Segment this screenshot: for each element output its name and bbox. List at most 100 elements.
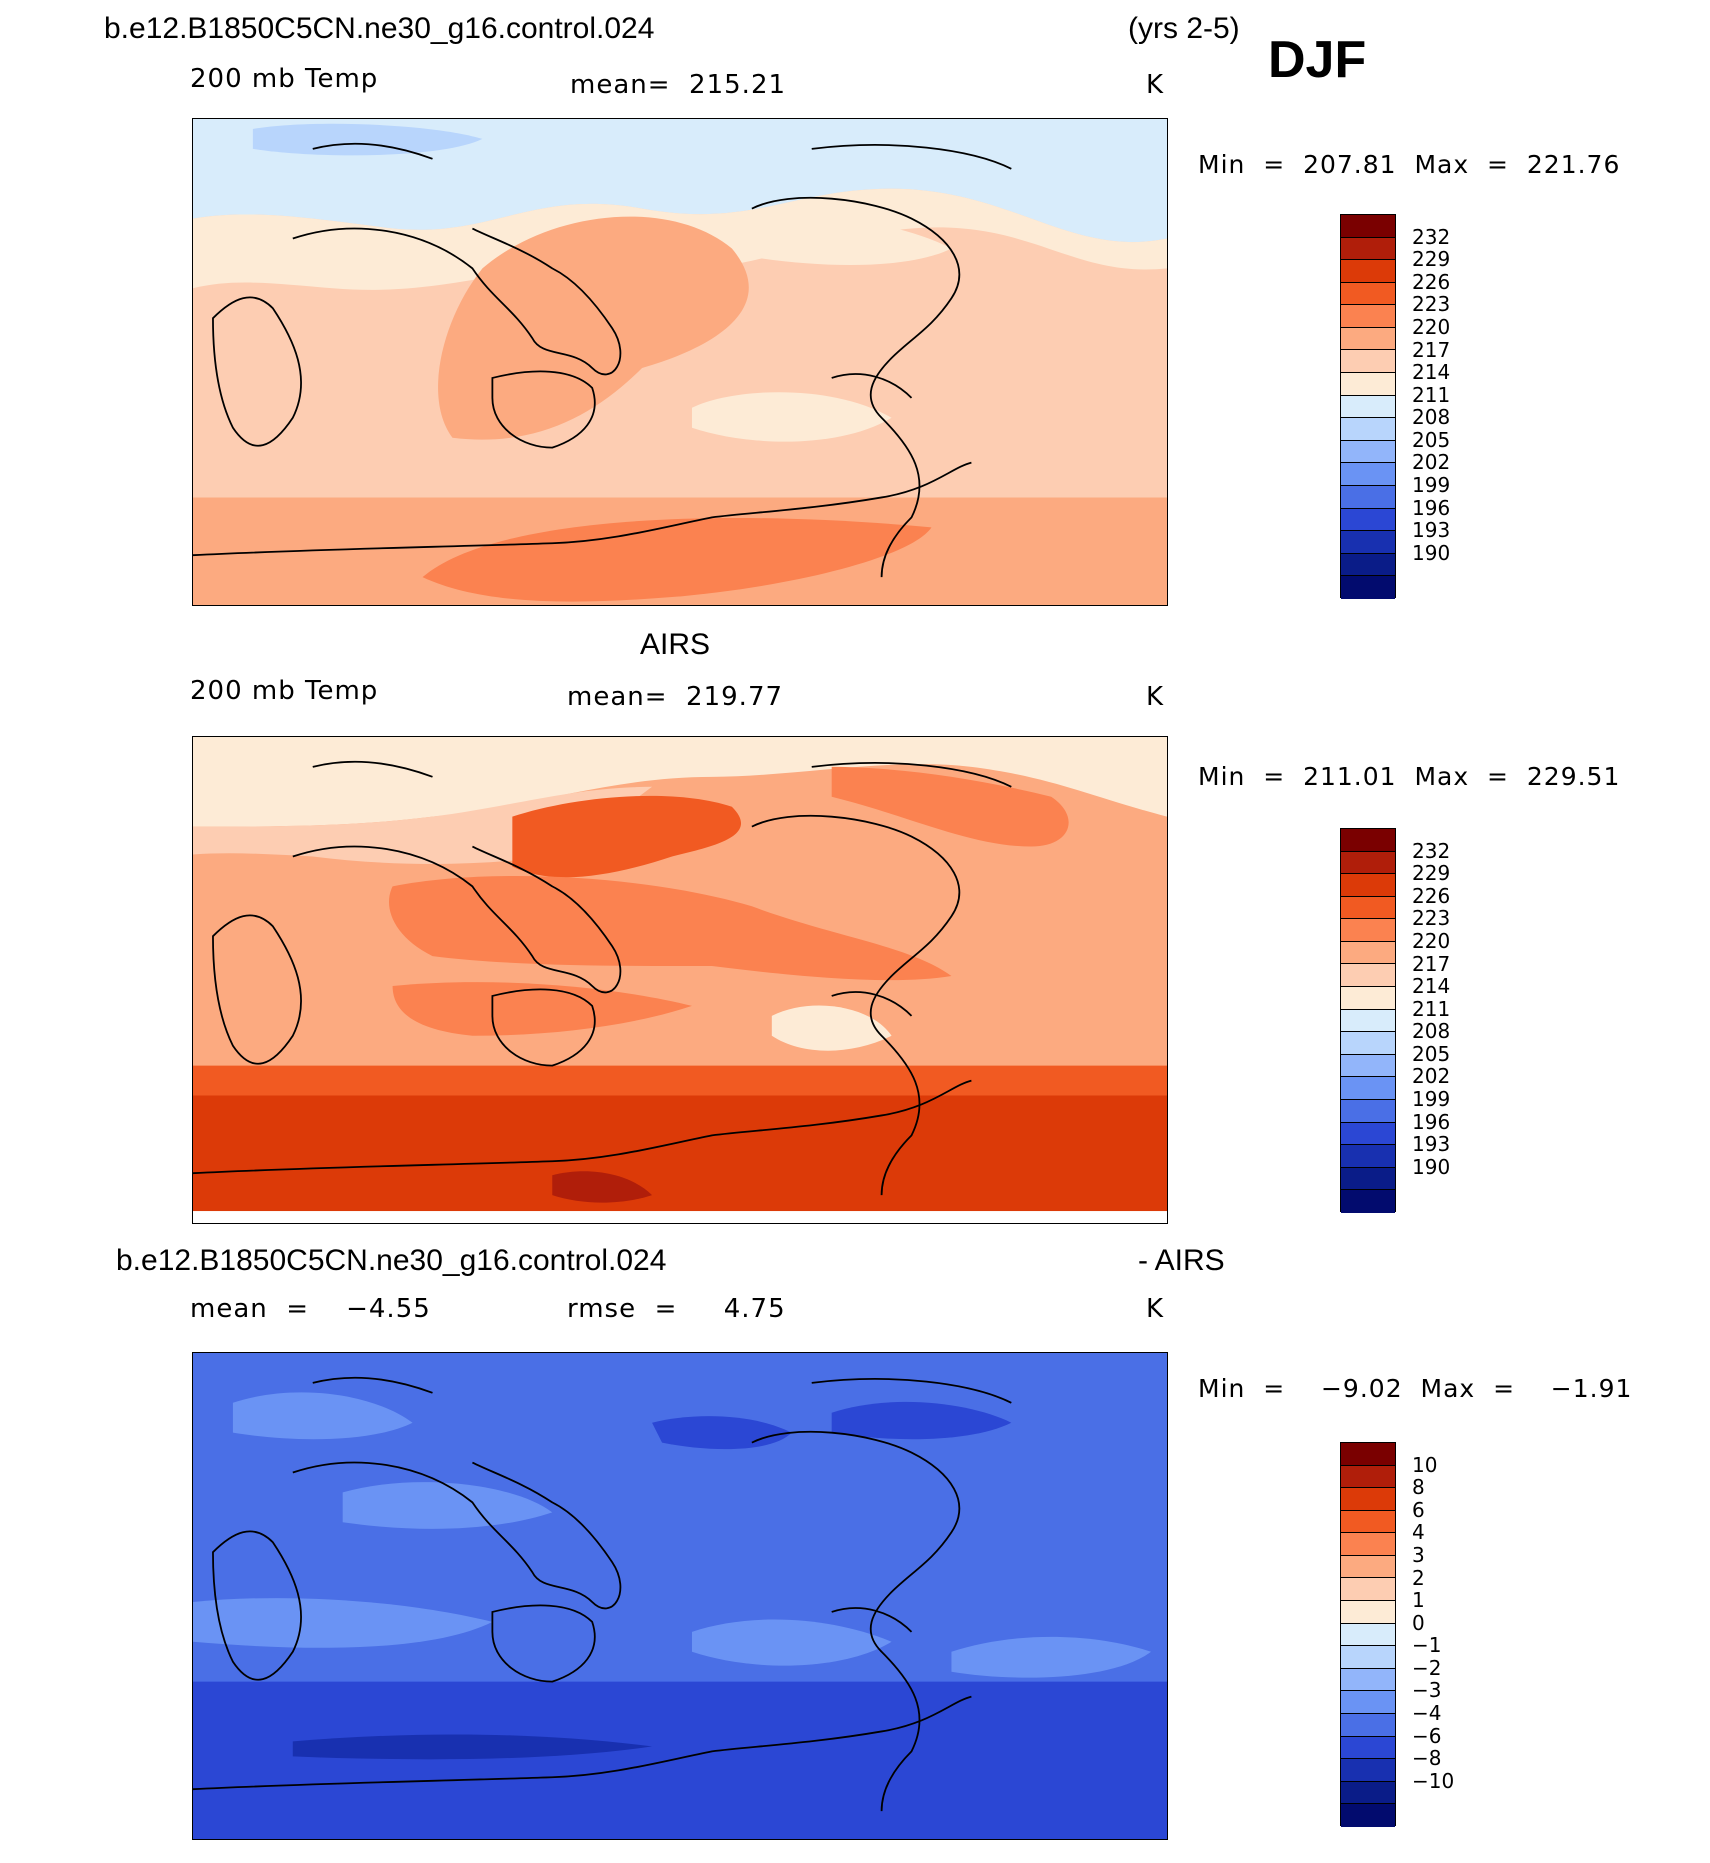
colorbar-tick-label: 220 — [1412, 314, 1451, 339]
colorbar-swatch — [1341, 851, 1395, 875]
colorbar-swatch — [1341, 1465, 1395, 1489]
colorbar-tick-label: 226 — [1412, 269, 1451, 294]
colorbar-swatch — [1341, 1668, 1395, 1692]
colorbar-tick-label: 232 — [1412, 838, 1451, 863]
colorbar-tick-label: 6 — [1412, 1497, 1425, 1522]
colorbar-swatch — [1341, 874, 1395, 897]
colorbar-tick-label: 232 — [1412, 224, 1451, 249]
colorbar-swatch — [1341, 260, 1395, 283]
colorbar-tick-label: −6 — [1412, 1723, 1442, 1748]
season-label: DJF — [1268, 31, 1367, 89]
colorbar-tick-label: 202 — [1412, 450, 1451, 475]
colorbar-swatch — [1341, 1167, 1395, 1191]
colorbar-swatch — [1341, 237, 1395, 261]
colorbar-swatch — [1341, 553, 1395, 577]
colorbar-swatch — [1341, 919, 1395, 942]
colorbar-tick-label: 223 — [1412, 906, 1451, 931]
colorbar-tick-label: 214 — [1412, 974, 1451, 999]
colorbar-swatch — [1341, 508, 1395, 532]
colorbar-swatch — [1341, 440, 1395, 464]
colorbar-tick-label: −4 — [1412, 1701, 1442, 1726]
colorbar-swatch — [1341, 373, 1395, 396]
airs-colorbar — [1340, 828, 1396, 1213]
panel3-units: K — [1146, 1294, 1165, 1324]
colorbar-tick-label: 217 — [1412, 951, 1451, 976]
colorbar-swatch — [1341, 1804, 1395, 1827]
colorbar-tick-label: 190 — [1412, 1154, 1451, 1179]
colorbar-swatch — [1341, 1122, 1395, 1146]
colorbar-tick-label: 196 — [1412, 495, 1451, 520]
panel3-mean: mean = −4.55 — [190, 1294, 431, 1324]
colorbar-tick-label: 208 — [1412, 1019, 1451, 1044]
case-title: b.e12.B1850C5CN.ne30_g16.control.024 — [104, 12, 655, 45]
colorbar-tick-label: 3 — [1412, 1542, 1425, 1567]
colorbar-swatch — [1341, 1077, 1395, 1100]
colorbar-tick-label: 211 — [1412, 382, 1451, 407]
colorbar-tick-label: 193 — [1412, 518, 1451, 543]
colorbar-tick-label: −8 — [1412, 1746, 1442, 1771]
colorbar-tick-label: 229 — [1412, 247, 1451, 272]
panel1-units: K — [1146, 70, 1165, 100]
colorbar-swatch — [1341, 1646, 1395, 1669]
colorbar-swatch — [1341, 1488, 1395, 1511]
colorbar-tick-label: 190 — [1412, 540, 1451, 565]
panel3-title: b.e12.B1850C5CN.ne30_g16.control.024 — [116, 1244, 667, 1277]
colorbar-tick-label: 2 — [1412, 1565, 1425, 1590]
model-colorbar — [1340, 214, 1396, 599]
colorbar-tick-label: 202 — [1412, 1064, 1451, 1089]
panel1-variable: 200 mb Temp — [190, 64, 379, 94]
colorbar-swatch — [1341, 350, 1395, 374]
colorbar-tick-label: 214 — [1412, 360, 1451, 385]
colorbar-swatch — [1341, 1054, 1395, 1078]
colorbar-swatch — [1341, 576, 1395, 599]
colorbar-tick-label: 196 — [1412, 1109, 1451, 1134]
panel2-mean: mean= 219.77 — [567, 682, 784, 712]
colorbar-swatch — [1341, 987, 1395, 1010]
difference-temperature-map — [192, 1352, 1168, 1840]
colorbar-swatch — [1341, 282, 1395, 306]
colorbar-tick-label: 199 — [1412, 1087, 1451, 1112]
years-label: (yrs 2-5) — [1128, 12, 1240, 45]
colorbar-swatch — [1341, 1032, 1395, 1055]
colorbar-tick-label: 0 — [1412, 1610, 1425, 1635]
colorbar-swatch — [1341, 1713, 1395, 1737]
colorbar-swatch — [1341, 1533, 1395, 1556]
colorbar-swatch — [1341, 305, 1395, 328]
panel2-variable: 200 mb Temp — [190, 676, 379, 706]
colorbar-swatch — [1341, 1781, 1395, 1805]
colorbar-tick-label: 211 — [1412, 996, 1451, 1021]
colorbar-swatch — [1341, 531, 1395, 554]
colorbar-swatch — [1341, 1691, 1395, 1714]
colorbar-tick-label: −3 — [1412, 1678, 1442, 1703]
colorbar-swatch — [1341, 941, 1395, 965]
colorbar-tick-label: 220 — [1412, 928, 1451, 953]
colorbar-tick-label: 229 — [1412, 861, 1451, 886]
colorbar-swatch — [1341, 1145, 1395, 1168]
colorbar-tick-label: 205 — [1412, 427, 1451, 452]
panel3-title-right: - AIRS — [1138, 1244, 1225, 1277]
model-temperature-map — [192, 118, 1168, 606]
colorbar-swatch — [1341, 1190, 1395, 1213]
panel3-rmse: rmse = 4.75 — [567, 1294, 786, 1324]
colorbar-swatch — [1341, 1510, 1395, 1534]
colorbar-tick-label: 217 — [1412, 337, 1451, 362]
colorbar-swatch — [1341, 215, 1395, 238]
panel1-minmax: Min = 207.81 Max = 221.76 — [1198, 150, 1621, 179]
panel2-minmax: Min = 211.01 Max = 229.51 — [1198, 762, 1621, 791]
panel2-title: AIRS — [640, 628, 711, 661]
colorbar-tick-label: 208 — [1412, 405, 1451, 430]
colorbar-tick-label: 199 — [1412, 473, 1451, 498]
panel1-mean: mean= 215.21 — [570, 70, 787, 100]
colorbar-tick-label: −2 — [1412, 1655, 1442, 1680]
colorbar-swatch — [1341, 485, 1395, 509]
colorbar-swatch — [1341, 1623, 1395, 1647]
colorbar-swatch — [1341, 1009, 1395, 1033]
colorbar-tick-label: 10 — [1412, 1452, 1438, 1477]
difference-colorbar — [1340, 1442, 1396, 1827]
colorbar-swatch — [1341, 395, 1395, 419]
colorbar-swatch — [1341, 896, 1395, 920]
colorbar-swatch — [1341, 418, 1395, 441]
colorbar-tick-label: 1 — [1412, 1588, 1425, 1613]
panel2-units: K — [1146, 682, 1165, 712]
colorbar-tick-label: −10 — [1412, 1768, 1455, 1793]
